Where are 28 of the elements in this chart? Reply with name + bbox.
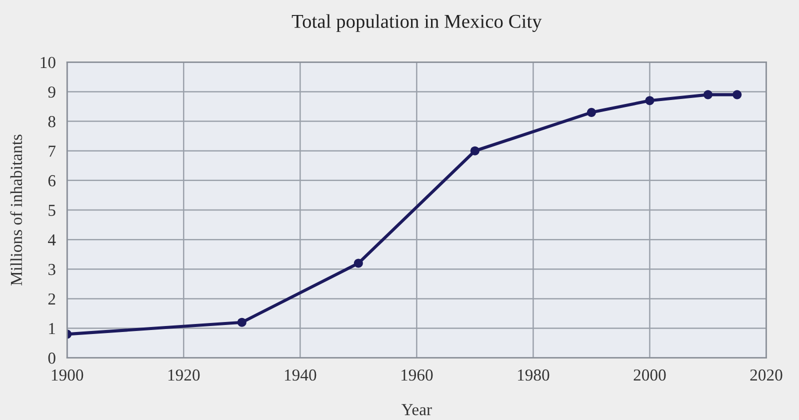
y-tick-label: 7	[48, 146, 56, 157]
y-axis-title: Millions of inhabitants	[10, 134, 22, 286]
y-tick-label: 2	[48, 293, 56, 304]
point	[703, 90, 712, 100]
x-tick-label: 2000	[634, 369, 666, 381]
point	[645, 96, 654, 106]
y-tick-label: 3	[48, 264, 56, 276]
x-tick-label: 1980	[518, 369, 550, 381]
point	[586, 108, 596, 117]
x-tick-label: 2020	[750, 369, 782, 381]
chart-title: Total population in Mexico City	[292, 14, 542, 32]
point	[354, 258, 363, 268]
y-tick-label: 0	[48, 352, 56, 364]
y-tick-label: 9	[48, 86, 56, 98]
point	[732, 90, 742, 100]
y-tick-label: 5	[48, 204, 56, 216]
x-axis-title: Year	[402, 404, 432, 416]
y-tick-label: 4	[48, 234, 56, 246]
point	[237, 318, 246, 327]
y-tick-label: 1	[49, 323, 56, 334]
x-tick-label: 1900	[52, 369, 84, 381]
x-tick-label: 1960	[401, 369, 433, 381]
y-tick-label: 10	[40, 56, 56, 68]
x-tick-label: 1940	[284, 369, 316, 381]
y-tick-label: 8	[48, 116, 56, 128]
point	[470, 146, 480, 156]
y-tick-label: 6	[48, 175, 56, 186]
x-tick-label: 1920	[168, 369, 200, 381]
